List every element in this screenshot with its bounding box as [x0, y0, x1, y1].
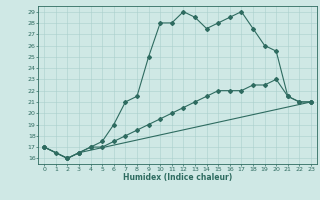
X-axis label: Humidex (Indice chaleur): Humidex (Indice chaleur) [123, 173, 232, 182]
